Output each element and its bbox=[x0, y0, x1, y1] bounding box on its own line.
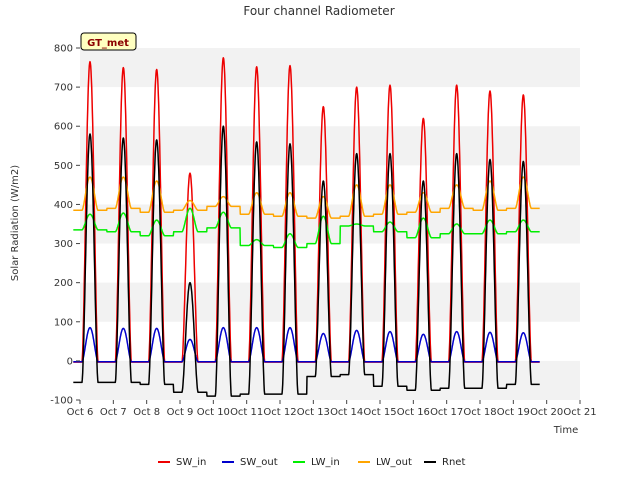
y-tick-label: 300 bbox=[54, 239, 73, 250]
x-axis-title: Time bbox=[553, 425, 578, 436]
legend-label: Rnet bbox=[442, 457, 465, 468]
series-line-rnet bbox=[72, 125, 541, 397]
y-tick-label: 700 bbox=[54, 83, 73, 94]
site-badge: GT_met bbox=[80, 32, 137, 51]
y-tick-label: 400 bbox=[54, 200, 73, 211]
series-line-sw-out bbox=[72, 326, 541, 363]
y-tick-label: 800 bbox=[54, 44, 73, 55]
y-axis-ticks: -100 0 100 200 300 400 500 600 700 800 bbox=[50, 44, 80, 407]
x-tick-label: Oct 21 bbox=[563, 407, 596, 418]
y-tick-label: 600 bbox=[54, 122, 73, 133]
series-lines bbox=[72, 57, 541, 397]
legend-label: LW_out bbox=[376, 457, 412, 468]
legend-item-lw-out: LW_out bbox=[358, 457, 412, 468]
legend: SW_in SW_out LW_in LW_out Rnet bbox=[158, 457, 465, 468]
x-axis-ticks: Oct 6 Oct 7 Oct 8 Oct 9 Oct 10 Oct 11 Oct 12 Oc… bbox=[67, 400, 597, 418]
x-tick-label: Oct 9 bbox=[167, 407, 194, 418]
x-tick-label: Oct 13 bbox=[297, 407, 330, 418]
x-tick-label: Oct 11 bbox=[230, 407, 263, 418]
x-tick-label: Oct 8 bbox=[133, 407, 160, 418]
legend-label: SW_in bbox=[176, 457, 206, 468]
x-tick-label: Oct 6 bbox=[67, 407, 94, 418]
legend-label: LW_in bbox=[311, 457, 340, 468]
y-tick-label: -100 bbox=[50, 396, 73, 407]
legend-label: SW_out bbox=[240, 457, 278, 468]
svg-text:GT_met: GT_met bbox=[87, 38, 129, 49]
x-tick-label: Oct 10 bbox=[197, 407, 230, 418]
x-tick-label: Oct 12 bbox=[263, 407, 296, 418]
y-tick-label: 0 bbox=[67, 356, 73, 367]
y-tick-label: 100 bbox=[54, 317, 73, 328]
x-tick-label: Oct 16 bbox=[397, 407, 430, 418]
x-tick-label: Oct 14 bbox=[330, 407, 363, 418]
legend-item-sw-in: SW_in bbox=[158, 457, 206, 468]
x-tick-label: Oct 19 bbox=[497, 407, 530, 418]
chart-title: Four channel Radiometer bbox=[243, 4, 394, 18]
x-tick-label: Oct 7 bbox=[100, 407, 127, 418]
x-tick-label: Oct 18 bbox=[463, 407, 496, 418]
y-axis-title: Solar Radiation (W/m2) bbox=[10, 165, 21, 281]
x-tick-label: Oct 15 bbox=[363, 407, 396, 418]
legend-item-lw-in: LW_in bbox=[293, 457, 340, 468]
legend-item-sw-out: SW_out bbox=[222, 457, 278, 468]
series-line-lw-in bbox=[72, 207, 541, 249]
legend-item-rnet: Rnet bbox=[424, 457, 465, 468]
x-tick-label: Oct 17 bbox=[430, 407, 463, 418]
grid-band bbox=[80, 48, 580, 88]
grid-band bbox=[80, 126, 580, 166]
x-tick-label: Oct 20 bbox=[530, 407, 563, 418]
series-line-lw-out bbox=[72, 176, 541, 219]
y-tick-label: 200 bbox=[54, 278, 73, 289]
y-tick-label: 500 bbox=[54, 161, 73, 172]
